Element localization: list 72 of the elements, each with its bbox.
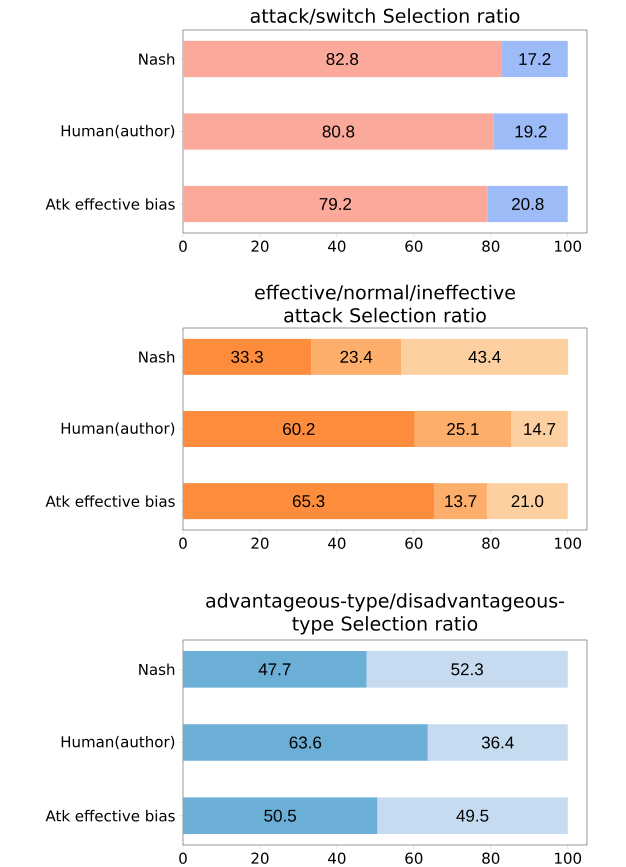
data-label: 23.4 — [340, 350, 372, 363]
bar — [182, 40, 502, 78]
data-label: 49.5 — [456, 810, 488, 822]
data-label: 79.2 — [320, 198, 352, 210]
data-label: 14.7 — [524, 423, 556, 435]
data-label: 80.8 — [322, 125, 354, 138]
data-label: 52.3 — [451, 663, 483, 676]
x-tick-label: 0 — [179, 538, 187, 549]
bar — [182, 113, 494, 150]
x-tick-label: 100 — [555, 852, 582, 864]
chart-title: effective/normal/ineffective attack Selection ratio — [255, 284, 515, 322]
y-tick-label: Human(author) — [62, 124, 174, 138]
x-tick-label: 60 — [405, 538, 422, 549]
bar — [366, 650, 568, 688]
bar — [182, 724, 428, 761]
x-tick-label: 40 — [328, 240, 346, 252]
x-tick-label: 60 — [405, 240, 422, 252]
y-tick-label: Human(author) — [62, 736, 174, 750]
x-tick-label: 20 — [252, 852, 268, 864]
bar — [486, 483, 568, 520]
x-tick-label: 60 — [405, 852, 422, 864]
bar — [182, 410, 415, 448]
bar — [434, 483, 487, 520]
data-label: 21.0 — [512, 495, 544, 508]
bar — [311, 338, 402, 375]
x-tick-label: 20 — [252, 240, 268, 252]
bar — [488, 186, 568, 222]
x-tick-label: 80 — [482, 538, 500, 549]
x-tick-label: 40 — [328, 852, 346, 864]
bar — [182, 797, 378, 834]
data-label: 33.3 — [231, 350, 263, 363]
chart-title: advantageous-type/disadvantageous-type Selection ratio — [206, 593, 564, 634]
y-tick-label: Atk effective bias — [46, 810, 175, 822]
data-label: 60.2 — [283, 422, 314, 436]
x-tick-label: 40 — [328, 538, 346, 549]
y-tick-label: Atk effective bias — [46, 198, 175, 210]
bar — [401, 338, 568, 375]
bar — [511, 410, 568, 448]
x-tick-label: 100 — [555, 538, 582, 549]
data-label: 63.6 — [290, 736, 322, 749]
bar — [494, 113, 568, 150]
bar — [414, 410, 512, 448]
data-label: 19.2 — [516, 125, 546, 138]
bar — [502, 40, 568, 78]
x-tick-label: 0 — [179, 240, 187, 252]
data-label: 25.1 — [447, 422, 479, 436]
bar — [428, 724, 568, 761]
y-tick-label: Nash — [139, 351, 174, 363]
data-label: 82.8 — [326, 52, 358, 66]
x-tick-label: 80 — [482, 240, 500, 252]
data-label: 65.3 — [292, 495, 324, 508]
data-label: 17.2 — [519, 53, 550, 65]
data-label: 20.8 — [512, 198, 544, 210]
bar — [182, 650, 367, 688]
x-tick-label: 0 — [179, 852, 187, 864]
y-tick-label: Nash — [139, 53, 174, 65]
data-label: 13.7 — [445, 495, 476, 508]
x-tick-label: 20 — [252, 538, 268, 549]
bar — [377, 797, 568, 834]
y-tick-label: Atk effective bias — [46, 495, 175, 507]
bar — [182, 483, 434, 520]
bar — [182, 338, 312, 375]
x-tick-label: 100 — [555, 240, 582, 252]
bar — [182, 186, 488, 222]
y-tick-label: Human(author) — [62, 422, 174, 436]
data-label: 50.5 — [264, 810, 296, 822]
data-label: 47.7 — [258, 663, 290, 676]
y-tick-label: Nash — [139, 663, 174, 676]
data-label: 36.4 — [482, 736, 514, 749]
chart-title: attack/switch Selection ratio — [250, 8, 520, 24]
data-label: 43.4 — [468, 350, 501, 363]
x-tick-label: 80 — [482, 852, 500, 864]
